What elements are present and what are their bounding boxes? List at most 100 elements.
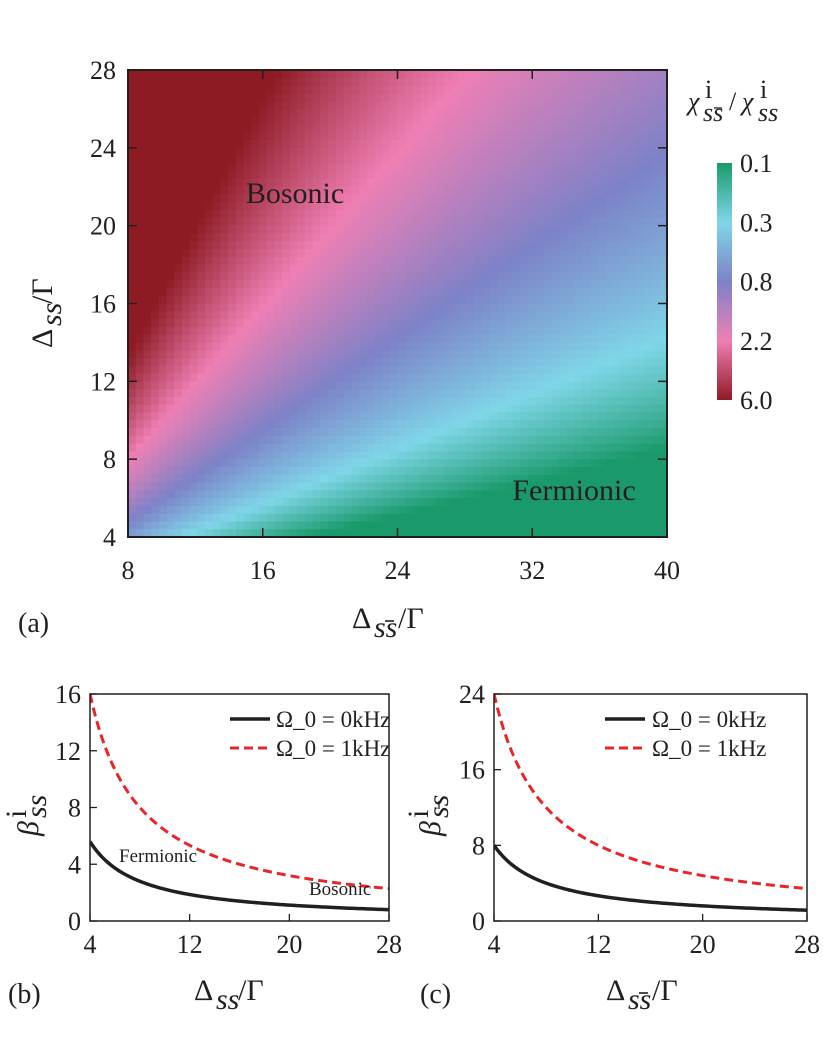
heatmap-cell bbox=[613, 264, 622, 273]
heatmap-cell bbox=[443, 264, 452, 273]
heatmap-cell bbox=[551, 124, 560, 133]
heatmap-cell bbox=[397, 350, 406, 359]
heatmap-cell bbox=[312, 163, 322, 172]
heatmap-cell bbox=[513, 225, 522, 235]
heatmap-cell bbox=[189, 217, 198, 227]
heatmap-cell bbox=[243, 443, 252, 452]
heatmap-cell bbox=[513, 124, 522, 133]
heatmap-cell bbox=[543, 264, 553, 273]
heatmap-cell bbox=[543, 396, 553, 406]
heatmap-cell bbox=[328, 287, 337, 297]
heatmap-cell bbox=[651, 287, 660, 297]
heatmap-cell bbox=[189, 365, 198, 375]
heatmap-cell bbox=[251, 513, 260, 523]
heatmap-cell bbox=[174, 466, 183, 476]
heatmap-cell bbox=[651, 521, 660, 530]
heatmap-cell bbox=[243, 404, 252, 414]
heatmap-cell bbox=[559, 70, 568, 79]
heatmap-cell bbox=[582, 357, 591, 367]
heatmap-cell bbox=[582, 132, 591, 141]
heatmap-cell bbox=[436, 326, 445, 336]
heatmap-cell bbox=[659, 365, 667, 375]
heatmap-cell bbox=[405, 295, 414, 305]
heatmap-cell bbox=[389, 249, 399, 258]
heatmap-cell bbox=[420, 529, 429, 537]
heatmap-cell bbox=[543, 513, 553, 523]
heatmap-cell bbox=[474, 490, 483, 499]
heatmap-cell bbox=[628, 350, 637, 359]
svg-text:i: i bbox=[760, 75, 767, 104]
heatmap-cell bbox=[628, 108, 637, 118]
heatmap-cell bbox=[528, 435, 537, 445]
heatmap-cell bbox=[220, 77, 229, 87]
heatmap-cell bbox=[128, 521, 137, 530]
heatmap-cell bbox=[166, 404, 175, 414]
heatmap-cell bbox=[420, 365, 429, 375]
heatmap-cell bbox=[151, 443, 160, 452]
heatmap-cell bbox=[420, 287, 429, 297]
heatmap-cell bbox=[443, 303, 452, 312]
heatmap-cell bbox=[274, 334, 283, 344]
heatmap-cell bbox=[397, 319, 406, 328]
heatmap-cell bbox=[235, 334, 245, 344]
heatmap-cell bbox=[520, 490, 529, 499]
heatmap-cell bbox=[597, 171, 606, 180]
heatmap-cell bbox=[405, 124, 414, 133]
heatmap-cell bbox=[274, 420, 283, 429]
heatmap-cell bbox=[220, 132, 229, 141]
heatmap-cell bbox=[582, 202, 591, 211]
heatmap-cell bbox=[451, 256, 460, 266]
heatmap-cell bbox=[212, 474, 221, 484]
heatmap-cell bbox=[374, 132, 383, 141]
heatmap-cell bbox=[628, 147, 637, 157]
heatmap-cell bbox=[597, 303, 606, 312]
heatmap-cell bbox=[335, 272, 345, 281]
heatmap-cell bbox=[189, 163, 198, 172]
heatmap-cell bbox=[420, 249, 429, 258]
heatmap-cell bbox=[505, 412, 514, 421]
heatmap-cell bbox=[659, 389, 667, 398]
heatmap-cell bbox=[489, 474, 499, 484]
heatmap-cell bbox=[351, 521, 360, 530]
heatmap-cell bbox=[343, 140, 352, 149]
heatmap-cell bbox=[459, 311, 468, 320]
heatmap-cell bbox=[274, 241, 283, 250]
heatmap-cell bbox=[274, 326, 283, 336]
heatmap-cell bbox=[582, 443, 591, 452]
heatmap-cell bbox=[412, 132, 422, 141]
heatmap-cell bbox=[189, 389, 198, 398]
heatmap-cell bbox=[374, 350, 383, 359]
heatmap-cell bbox=[312, 443, 322, 452]
heatmap-cell bbox=[166, 256, 175, 266]
legend-b-entry-1: Ω_0 = 1kHz bbox=[276, 736, 390, 761]
heatmap-cell bbox=[220, 435, 229, 445]
heatmap-cell bbox=[305, 334, 314, 344]
heatmap-cell bbox=[243, 233, 252, 242]
heatmap-cell bbox=[605, 171, 614, 180]
heatmap-cell bbox=[320, 420, 329, 429]
heatmap-cell bbox=[628, 319, 637, 328]
heatmap-cell bbox=[543, 303, 553, 312]
heatmap-cell bbox=[436, 140, 445, 149]
heatmap-cell bbox=[420, 217, 429, 227]
heatmap-cell bbox=[297, 210, 306, 219]
heatmap-cell bbox=[158, 241, 168, 250]
heatmap-cell bbox=[520, 85, 529, 94]
heatmap-cell bbox=[366, 186, 375, 196]
heatmap-cell bbox=[351, 389, 360, 398]
heatmap-cell bbox=[459, 241, 468, 250]
heatmap-cell bbox=[559, 256, 568, 266]
heatmap-cell bbox=[359, 365, 368, 375]
heatmap-cell bbox=[166, 365, 175, 375]
heatmap-cell bbox=[158, 70, 168, 79]
heatmap-cell bbox=[597, 108, 606, 118]
heatmap-cell bbox=[451, 171, 460, 180]
heatmap-cell bbox=[366, 116, 375, 126]
heatmap-cell bbox=[582, 303, 591, 312]
heatmap-cell bbox=[205, 280, 214, 289]
heatmap-cell bbox=[497, 77, 506, 87]
heatmap-cell bbox=[613, 147, 622, 157]
heatmap-cell bbox=[289, 474, 298, 484]
heatmap-cell bbox=[312, 529, 322, 537]
